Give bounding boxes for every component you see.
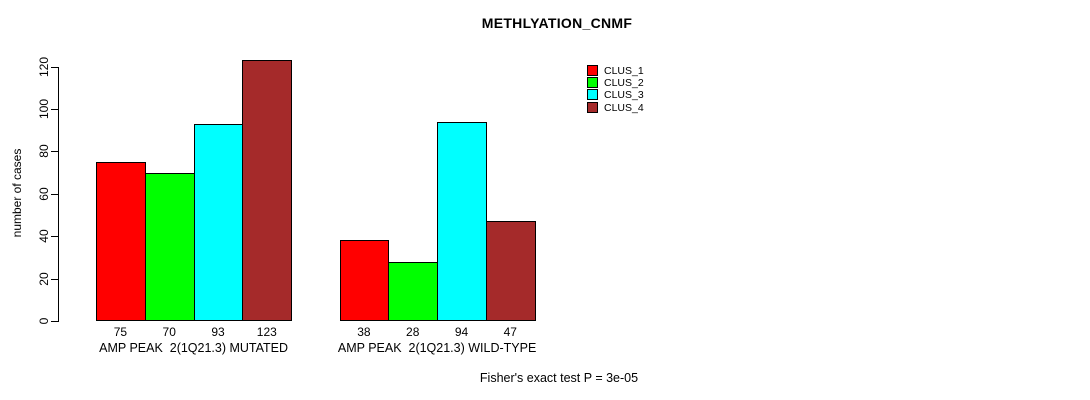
- y-axis-tick-label: 20: [37, 271, 51, 286]
- y-axis-tick: [50, 66, 58, 68]
- bar-clus_3-group1: [193, 123, 244, 321]
- y-axis-tick: [50, 236, 58, 238]
- y-axis-tick-label: 40: [37, 229, 51, 243]
- bar-clus_4-group1: [242, 60, 293, 321]
- y-axis-tick-label: 60: [37, 187, 51, 201]
- legend-label: CLUS_4: [604, 101, 644, 114]
- y-axis-tick: [50, 108, 58, 110]
- y-axis-tick: [50, 193, 58, 195]
- fisher-test-note: Fisher's exact test P = 3e-05: [479, 371, 639, 385]
- bar-clus_1-group1: [96, 161, 146, 321]
- bar-value-label: 94: [454, 325, 469, 339]
- y-axis-tick-label: 80: [37, 144, 51, 159]
- bar-clus_1-group2: [339, 240, 390, 321]
- bar-value-label: 93: [211, 325, 225, 339]
- legend-label: CLUS_1: [604, 65, 644, 77]
- y-axis-tick-label: 100: [37, 98, 51, 119]
- legend-swatch-icon: [587, 101, 598, 113]
- x-axis-group-label: AMP PEAK 2(1Q21.3) WILD-TYPE: [337, 341, 537, 355]
- y-axis-tick: [50, 321, 58, 322]
- y-axis-line: [57, 66, 59, 322]
- bar-value-label: 38: [357, 325, 371, 339]
- bar-value-label: 123: [256, 325, 277, 339]
- y-axis-label: number of cases: [10, 148, 24, 238]
- bar-clus_4-group2: [485, 221, 536, 321]
- legend-label: CLUS_3: [604, 89, 644, 102]
- legend-swatch-icon: [587, 65, 598, 76]
- bar-value-label: 75: [113, 325, 128, 339]
- bar-value-label: 28: [406, 325, 420, 339]
- bar-clus_2-group2: [388, 261, 439, 321]
- chart-title: METHLYATION_CNMF: [481, 15, 633, 31]
- bar-clus_3-group2: [437, 121, 487, 321]
- y-axis-tick: [50, 278, 58, 280]
- bar-value-label: 47: [503, 325, 517, 339]
- bar-clus_2-group1: [144, 172, 195, 321]
- bar-value-label: 70: [162, 325, 176, 339]
- y-axis-tick-label: 120: [37, 56, 51, 77]
- legend-label: CLUS_2: [604, 77, 644, 90]
- legend-swatch-icon: [587, 77, 598, 89]
- y-axis-tick-label: 0: [37, 317, 51, 325]
- x-axis-group-label: AMP PEAK 2(1Q21.3) MUTATED: [99, 341, 289, 355]
- y-axis-tick: [50, 151, 58, 153]
- legend-swatch-icon: [587, 89, 598, 101]
